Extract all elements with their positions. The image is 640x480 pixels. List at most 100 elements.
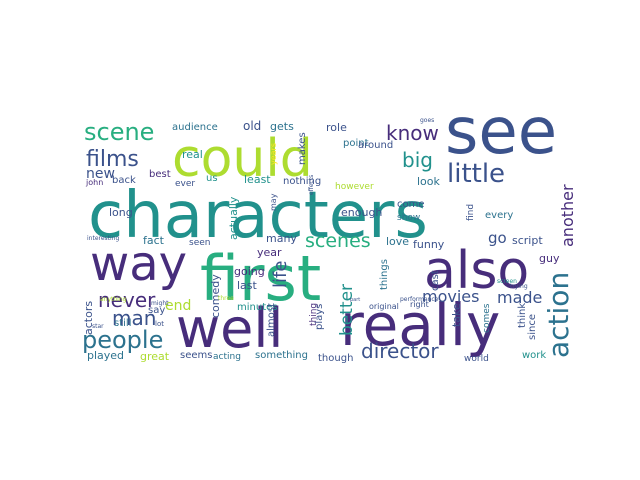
word-well: well: [176, 297, 283, 360]
word-year: year: [257, 246, 282, 259]
word-director: director: [361, 339, 439, 363]
word-point: point: [343, 138, 369, 149]
word-scenes: scenes: [305, 230, 371, 252]
word-funny: funny: [413, 238, 445, 251]
word-action: action: [542, 272, 575, 358]
word-gets: gets: [270, 120, 294, 133]
word-back: back: [112, 175, 136, 186]
word-work: work: [522, 350, 546, 361]
word-guy: guy: [539, 252, 560, 265]
word-know: know: [386, 121, 439, 145]
word-audience: audience: [172, 122, 218, 133]
word-films: films: [86, 147, 139, 172]
word-find: find: [466, 204, 476, 221]
word-still: still: [114, 318, 131, 329]
word-anything: anything: [100, 296, 127, 303]
word-real: real: [182, 148, 203, 161]
word-something: something: [255, 350, 308, 361]
word-nothing: nothing: [283, 176, 321, 187]
word-long: long: [109, 206, 133, 219]
word-take: take: [450, 303, 463, 327]
word-scene: scene: [84, 118, 154, 146]
word-three: three: [218, 295, 234, 302]
word-star: star: [92, 323, 104, 330]
word-since: since: [527, 314, 538, 340]
word-first: first: [200, 242, 321, 315]
word-going: going: [234, 265, 265, 278]
word-think: think: [517, 303, 528, 328]
word-world: world: [464, 354, 489, 364]
word-trying: trying: [510, 283, 528, 290]
word-seen: seen: [189, 238, 210, 248]
word-around: around: [358, 140, 393, 151]
word-plays: plays: [314, 304, 325, 330]
word-many: many: [266, 232, 297, 245]
word-come: come: [397, 199, 425, 210]
word-enough: enough: [341, 206, 382, 219]
word-movies: movies: [422, 287, 479, 306]
word-last: last: [237, 279, 258, 292]
word-little: little: [447, 159, 505, 189]
word-another: another: [558, 184, 577, 247]
word-made: made: [497, 288, 542, 307]
word-though: though: [318, 353, 353, 364]
word-could: could: [172, 129, 313, 189]
word-screen: screen: [497, 278, 517, 285]
word-great: great: [140, 350, 170, 363]
word-performance: performance: [400, 296, 439, 303]
word-role: role: [326, 121, 347, 134]
word-original: original: [369, 302, 399, 311]
word-comes: comes: [482, 303, 492, 333]
word-life: life: [270, 261, 291, 288]
word-right: right: [410, 300, 429, 309]
word-might: might: [151, 300, 169, 307]
word-seems: seems: [180, 350, 212, 361]
word-part: part: [350, 297, 360, 303]
word-end: end: [165, 298, 191, 314]
word-show: show: [397, 213, 420, 223]
word-never: never: [98, 288, 156, 312]
word-least: least: [244, 173, 271, 186]
word-way: way: [90, 236, 187, 292]
word-acting: acting: [213, 352, 241, 362]
word-man: man: [112, 306, 156, 330]
word-people: people: [82, 326, 163, 354]
word-characters: characters: [88, 179, 428, 253]
word-also: also: [424, 241, 529, 301]
word-comedy: comedy: [209, 274, 222, 318]
word-makes: makes: [297, 132, 308, 165]
word-actually: actually: [227, 196, 240, 240]
word-new: new: [86, 166, 115, 182]
word-thing: thing: [309, 303, 319, 326]
word-better: better: [337, 284, 357, 336]
word-love: love: [386, 235, 409, 248]
word-things: things: [379, 259, 390, 290]
word-every: every: [485, 210, 513, 221]
word-goes: goes: [420, 117, 434, 124]
word-fact: fact: [143, 234, 165, 247]
word-really: really: [340, 291, 500, 359]
word-look: look: [417, 175, 441, 188]
word-say: say: [148, 305, 165, 316]
word-however: however: [335, 182, 374, 192]
word-see: see: [445, 95, 557, 169]
word-ever: ever: [175, 179, 195, 189]
word-us: us: [206, 173, 218, 184]
word-may: may: [269, 193, 278, 211]
word-script: script: [512, 234, 543, 247]
word-go: go: [488, 229, 507, 247]
word-actors: actors: [82, 301, 95, 335]
word-years: years: [269, 143, 278, 165]
word-played: played: [87, 349, 124, 362]
word-big: big: [402, 148, 433, 172]
word-cast: cast: [430, 270, 441, 291]
word-john: john: [85, 178, 103, 187]
word-old: old: [243, 119, 261, 133]
word-lot: lot: [155, 320, 164, 328]
word-effects: effects: [308, 175, 315, 195]
word-best: best: [149, 169, 171, 180]
word-minutes: minutes: [237, 302, 277, 313]
word-interesting: interesting: [87, 235, 119, 242]
word-almost: almost: [266, 303, 277, 337]
